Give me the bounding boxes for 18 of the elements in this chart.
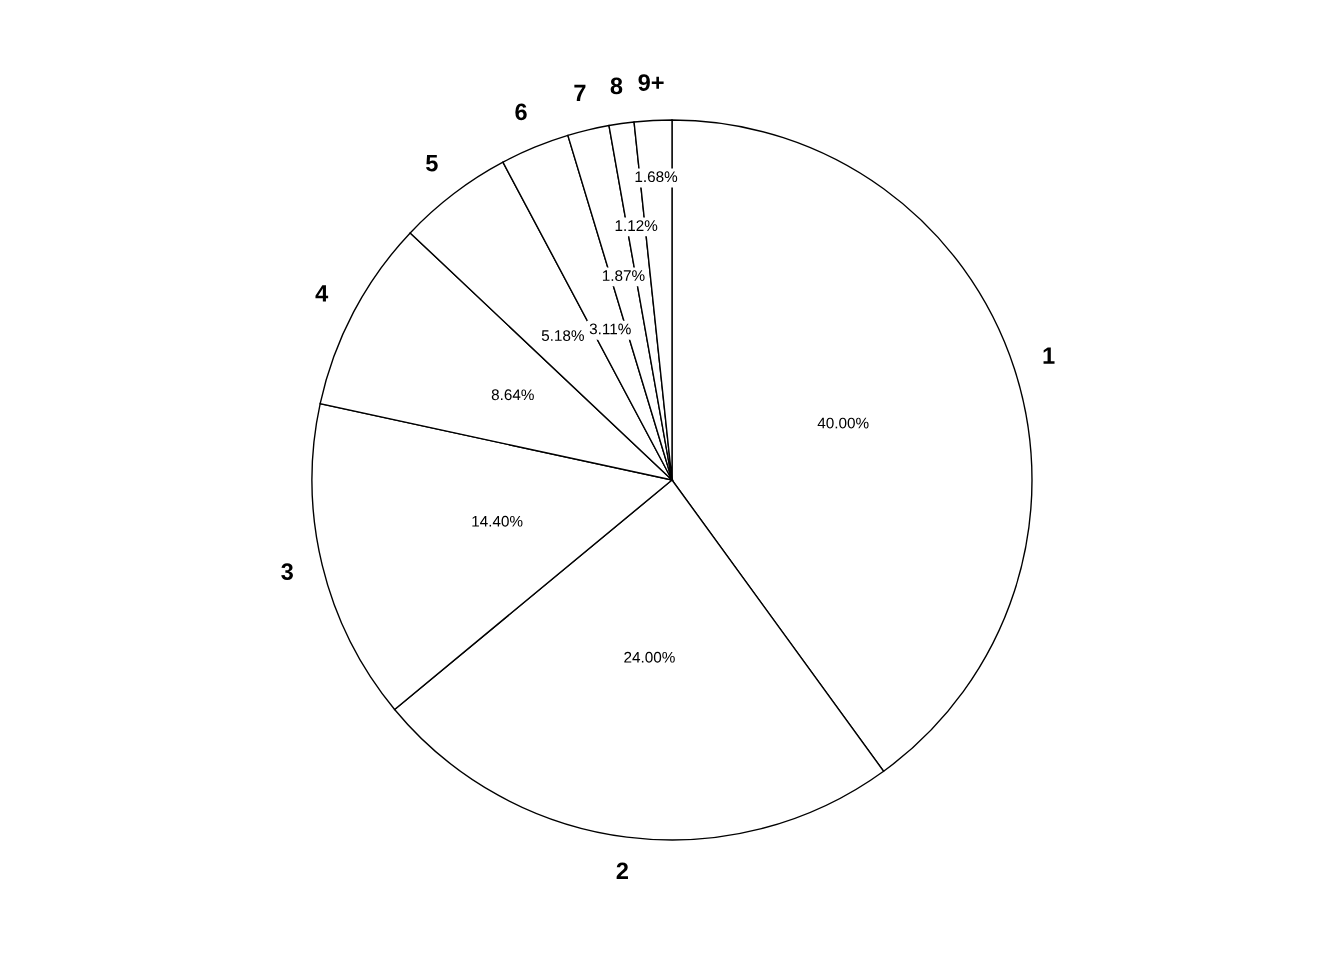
slice-label: 1: [1043, 347, 1055, 364]
data-label: 3.11%: [589, 323, 631, 335]
slice-label: 7: [574, 84, 586, 101]
data-label: 1.12%: [615, 220, 658, 231]
slice-label: 3: [281, 563, 293, 581]
slice-label: 2: [616, 862, 628, 879]
data-label: 1.87%: [602, 270, 645, 282]
data-label: 8.64%: [491, 389, 534, 401]
data-label: 24.00%: [624, 651, 675, 663]
data-label: 40.00%: [817, 417, 869, 429]
slice-label: 4: [315, 285, 329, 302]
data-label: 5.18%: [541, 330, 584, 341]
slice-label: 6: [515, 103, 527, 121]
slice-label: 8: [610, 77, 623, 95]
slice-label: 5: [426, 154, 438, 172]
data-label: 1.68%: [635, 171, 678, 183]
data-label: 14.40%: [472, 515, 523, 527]
slice-label: 9+: [638, 74, 664, 91]
